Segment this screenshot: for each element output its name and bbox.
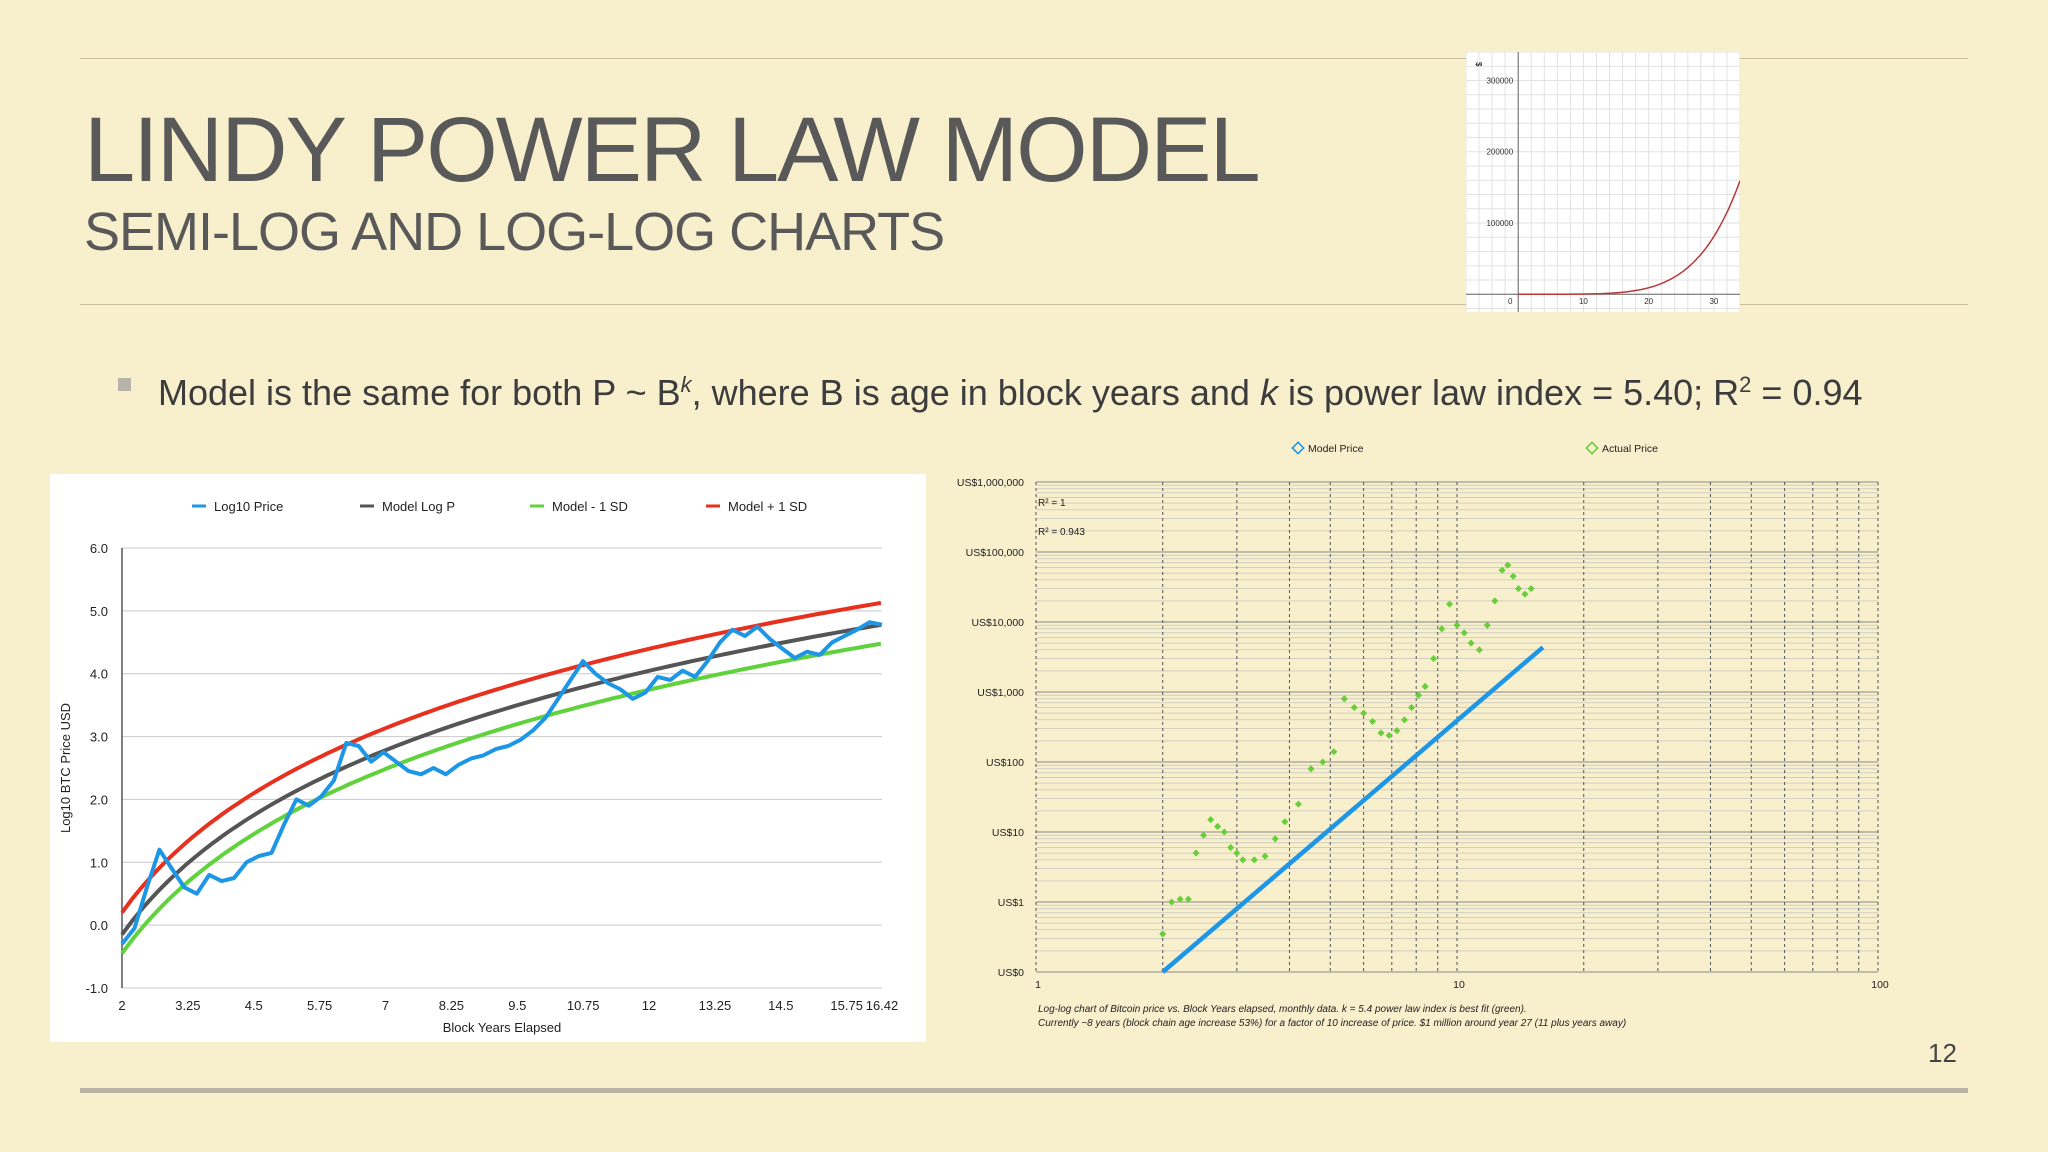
loglog-actual-price-point [1319,758,1327,766]
thumb-y-tick-label: 100000 [1486,219,1513,228]
semilog-x-tick-label: 5.75 [307,998,332,1013]
loglog-actual-price-point [1491,597,1499,605]
loglog-caption-line: Currently ~8 years (block chain age incr… [1038,1018,1626,1029]
semilog-legend-label: Log10 Price [214,499,283,514]
semilog-legend-label: Model + 1 SD [728,499,807,514]
loglog-actual-price-point [1368,717,1377,725]
semilog-x-tick-label: 9.5 [508,998,526,1013]
slide-subtitle: SEMI-LOG AND LOG-LOG CHARTS [84,202,945,262]
loglog-legend-label: Actual Price [1602,443,1658,455]
loglog-legend-marker [1585,441,1599,455]
semilog-model-plus-sd-line [120,600,882,914]
semilog-chart: -1.0 0.0 1.0 2.0 3.0 4.0 5.0 6.0 2 3.25 4.5 5.75 7 8.… [50,474,926,1042]
thumb-x-tick-label: 10 [1579,297,1588,306]
loglog-actual-price-point [1385,731,1393,739]
loglog-actual-price-point [1271,835,1279,843]
semilog-y-tick-label: 6.0 [90,541,108,556]
loglog-y-tick-label: US$10,000 [971,617,1024,629]
header-top-rule [80,58,1968,59]
thumb-background [1466,52,1740,312]
footer-bar [80,1088,1968,1093]
bullet-k-italic: k [1259,372,1278,413]
loglog-caption-line: Log-log chart of Bitcoin price vs. Block… [1038,1004,1527,1015]
semilog-legend-label: Model Log P [382,499,455,514]
bullet-exponent: k [680,372,692,397]
semilog-x-tick-label: 10.75 [567,998,600,1013]
semilog-y-tick-label: -1.0 [86,981,108,996]
semilog-x-tick-label: 12 [642,998,656,1013]
semilog-x-tick-label: 15.75 [830,998,863,1013]
loglog-chart: US$1,000,000 US$100,000 US$10,000 US$1,000 U… [957,441,1889,1029]
semilog-y-tick-label: 2.0 [90,792,108,807]
thumb-x-tick-label: 30 [1709,297,1718,306]
loglog-legend-label: Model Price [1308,443,1364,455]
semilog-y-axis-label: Log10 BTC Price USD [58,703,73,833]
thumb-x-tick-label: 20 [1644,297,1653,306]
loglog-r2-actual-label: R² = 0.943 [1038,527,1085,538]
bullet-text-part: Model is the same for both P ~ B [158,372,681,413]
semilog-x-tick-label: 7 [382,998,389,1013]
semilog-y-tick-label: 0.0 [90,918,108,933]
loglog-x-tick-label: 100 [1871,979,1889,991]
thumb-curve [1518,180,1740,295]
thumb-y-tick-label: 300000 [1486,76,1513,85]
semilog-y-tick-label: 5.0 [90,604,108,619]
loglog-legend-marker [1291,441,1305,455]
semilog-background [50,474,926,1042]
semilog-x-tick-label: 13.25 [699,998,732,1013]
bullet-text: Model is the same for both P ~ Bk, where… [158,363,1863,415]
semilog-model-log-p-line [120,622,882,936]
semilog-legend-label: Model - 1 SD [552,499,628,514]
loglog-actual-price-point [1250,856,1258,864]
thumb-x-tick-label: 0 [1508,297,1513,306]
thumb-y-unit: $ [1474,62,1483,67]
semilog-x-tick-label: 4.5 [245,998,263,1013]
loglog-actual-price-point [1446,600,1454,608]
slide-title: LINDY POWER LAW MODEL [84,99,1261,201]
loglog-actual-price-point [1350,703,1358,712]
bullet-text-part: is power law index = 5.40; R [1277,372,1740,413]
loglog-y-tick-label: US$10 [992,827,1024,839]
semilog-x-tick-label: 14.5 [768,998,793,1013]
loglog-y-tick-label: US$1 [998,897,1024,909]
bullet-text-part: = 0.94 [1751,372,1863,413]
loglog-y-tick-label: US$100,000 [966,547,1025,559]
header-bottom-rule [80,304,1968,305]
bullet-r2-exponent: 2 [1739,372,1752,397]
bullet-text-part: , where B is age in block years and [691,372,1260,413]
semilog-x-tick-label: 2 [118,998,125,1013]
loglog-actual-price-point [1307,765,1315,773]
semilog-x-tick-label: 3.25 [175,998,200,1013]
semilog-x-axis-label: Block Years Elapsed [443,1020,562,1035]
semilog-y-tick-label: 4.0 [90,667,108,682]
semilog-y-tick-label: 1.0 [90,855,108,870]
loglog-y-tick-label: US$1,000,000 [957,477,1024,489]
loglog-y-tick-label: US$100 [986,757,1024,769]
thumb-y-tick-label: 200000 [1486,148,1513,157]
semilog-log10-price-line [120,620,883,946]
loglog-actual-price-point [1509,572,1517,580]
loglog-actual-price-point [1408,703,1416,712]
loglog-actual-price-point [1281,818,1289,826]
semilog-model-minus-sd-line [120,641,882,955]
loglog-x-tick-label: 1 [1035,979,1041,991]
loglog-r2-model-label: R² = 1 [1038,498,1066,509]
thumbnail-chart: 0 10 20 30 100000 200000 300000 $ [1466,52,1740,312]
bullet-marker [118,378,131,391]
semilog-x-tick-label: 8.25 [439,998,464,1013]
semilog-y-tick-label: 3.0 [90,730,108,745]
loglog-x-tick-label: 10 [1453,979,1465,991]
loglog-y-tick-label: US$0 [998,967,1024,979]
semilog-x-tick-label: 16.42 [866,998,899,1013]
loglog-model-price-line [1161,645,1545,974]
page-number: 12 [1928,1038,1957,1068]
loglog-y-tick-label: US$1,000 [977,687,1024,699]
